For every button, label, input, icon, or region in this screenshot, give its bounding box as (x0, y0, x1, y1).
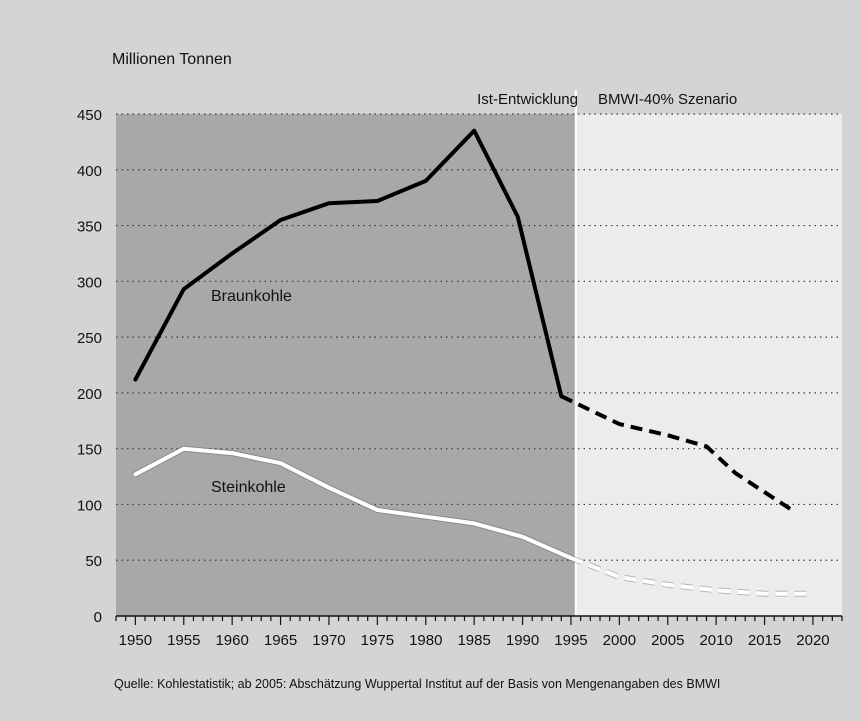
x-tick-label: 1955 (167, 632, 200, 649)
x-tick-label: 2015 (748, 632, 781, 649)
y-axis-label: Millionen Tonnen (112, 51, 232, 68)
y-tick-label: 50 (85, 553, 102, 570)
y-tick-label: 200 (77, 386, 102, 403)
series-braunkohle-scenario (560, 394, 795, 513)
x-tick-label: 2010 (699, 632, 732, 649)
data-series (132, 128, 813, 597)
y-tick-label: 250 (77, 330, 102, 347)
y-tick-label: 350 (77, 219, 102, 236)
x-tick-label: 1970 (312, 632, 345, 649)
y-tick-label: 0 (94, 609, 102, 626)
region-1 (575, 114, 842, 616)
region-label-actual: Ist-Entwicklung (477, 91, 578, 108)
x-tick-label: 1975 (361, 632, 394, 649)
y-tick-label: 100 (77, 497, 102, 514)
region-label-scenario: BMWI-40% Szenario (598, 91, 737, 108)
gridlines (116, 113, 842, 561)
x-tick-label: 1985 (457, 632, 490, 649)
axes: 0 50 100 150 200 250 300 350 400 450 1950 1955 1960 1… (77, 107, 843, 649)
x-tick-label: 1995 (554, 632, 587, 649)
series-label-braunkohle: Braunkohle (211, 288, 292, 305)
chart-regions (116, 90, 842, 616)
x-tick-label: 2000 (603, 632, 636, 649)
x-tick-label: 2020 (796, 632, 829, 649)
series-steinkohle-actual (133, 446, 573, 560)
region-0 (116, 114, 576, 616)
x-tick-label: 1965 (264, 632, 297, 649)
series-steinkohle-scenario (570, 556, 813, 596)
x-tick-label: 2005 (651, 632, 684, 649)
x-tick-label: 1990 (506, 632, 539, 649)
x-tick-label: 1950 (119, 632, 152, 649)
series-label-steinkohle: Steinkohle (211, 479, 286, 496)
y-tick-label: 300 (77, 274, 102, 291)
labels: Millionen Tonnen Ist-Entwicklung BMWI-40… (112, 51, 737, 691)
y-tick-label: 400 (77, 163, 102, 180)
x-tick-label: 1960 (215, 632, 248, 649)
x-tick-label: 1980 (409, 632, 442, 649)
series-braunkohle-actual (133, 128, 564, 399)
y-tick-label: 150 (77, 442, 102, 459)
source-note: Quelle: Kohlestatistik; ab 2005: Abschät… (114, 677, 720, 691)
y-tick-label: 450 (77, 107, 102, 124)
